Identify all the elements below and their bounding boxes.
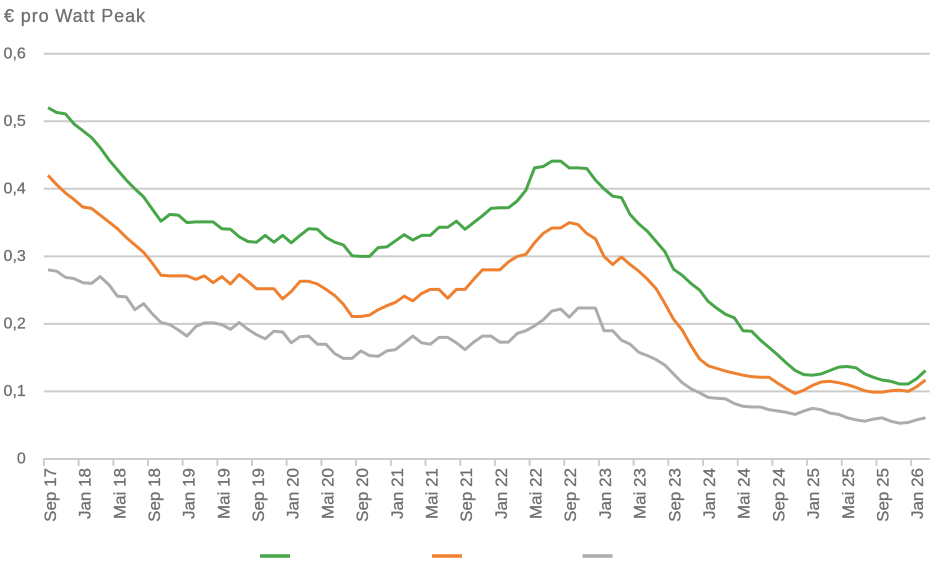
svg-text:Mai 24: Mai 24 (735, 468, 754, 519)
svg-text:0,3: 0,3 (4, 248, 26, 265)
svg-text:Jan 20: Jan 20 (284, 468, 303, 519)
svg-text:Sep 23: Sep 23 (665, 468, 684, 522)
svg-text:Jan 22: Jan 22 (492, 468, 511, 519)
svg-text:0,4: 0,4 (4, 180, 26, 197)
svg-text:Jan 19: Jan 19 (180, 468, 199, 519)
svg-text:Sep 19: Sep 19 (249, 468, 268, 522)
svg-text:Mai 25: Mai 25 (839, 468, 858, 519)
svg-text:Mai 19: Mai 19 (214, 468, 233, 519)
svg-text:Jan 26: Jan 26 (908, 468, 927, 519)
svg-text:Sep 17: Sep 17 (41, 468, 60, 522)
svg-text:Sep 21: Sep 21 (457, 468, 476, 522)
svg-text:0: 0 (17, 451, 26, 468)
svg-text:Mai 22: Mai 22 (527, 468, 546, 519)
svg-text:Jan 21: Jan 21 (388, 468, 407, 519)
svg-text:Mai 18: Mai 18 (110, 468, 129, 519)
svg-text:Mai 21: Mai 21 (423, 468, 442, 519)
svg-text:Mai 23: Mai 23 (631, 468, 650, 519)
svg-text:Jan 25: Jan 25 (804, 468, 823, 519)
svg-text:Jan 18: Jan 18 (76, 468, 95, 519)
svg-text:Sep 22: Sep 22 (561, 468, 580, 522)
svg-text:Sep 24: Sep 24 (769, 468, 788, 522)
svg-text:Sep 20: Sep 20 (353, 468, 372, 522)
svg-text:Jan 24: Jan 24 (700, 468, 719, 519)
svg-text:Sep 25: Sep 25 (874, 468, 893, 522)
svg-text:0,6: 0,6 (4, 45, 26, 62)
svg-text:0,1: 0,1 (4, 383, 26, 400)
svg-text:Jan 23: Jan 23 (596, 468, 615, 519)
svg-text:0,5: 0,5 (4, 113, 26, 130)
svg-text:Mai 20: Mai 20 (318, 468, 337, 519)
svg-text:0,2: 0,2 (4, 316, 26, 333)
svg-text:Sep 18: Sep 18 (145, 468, 164, 522)
